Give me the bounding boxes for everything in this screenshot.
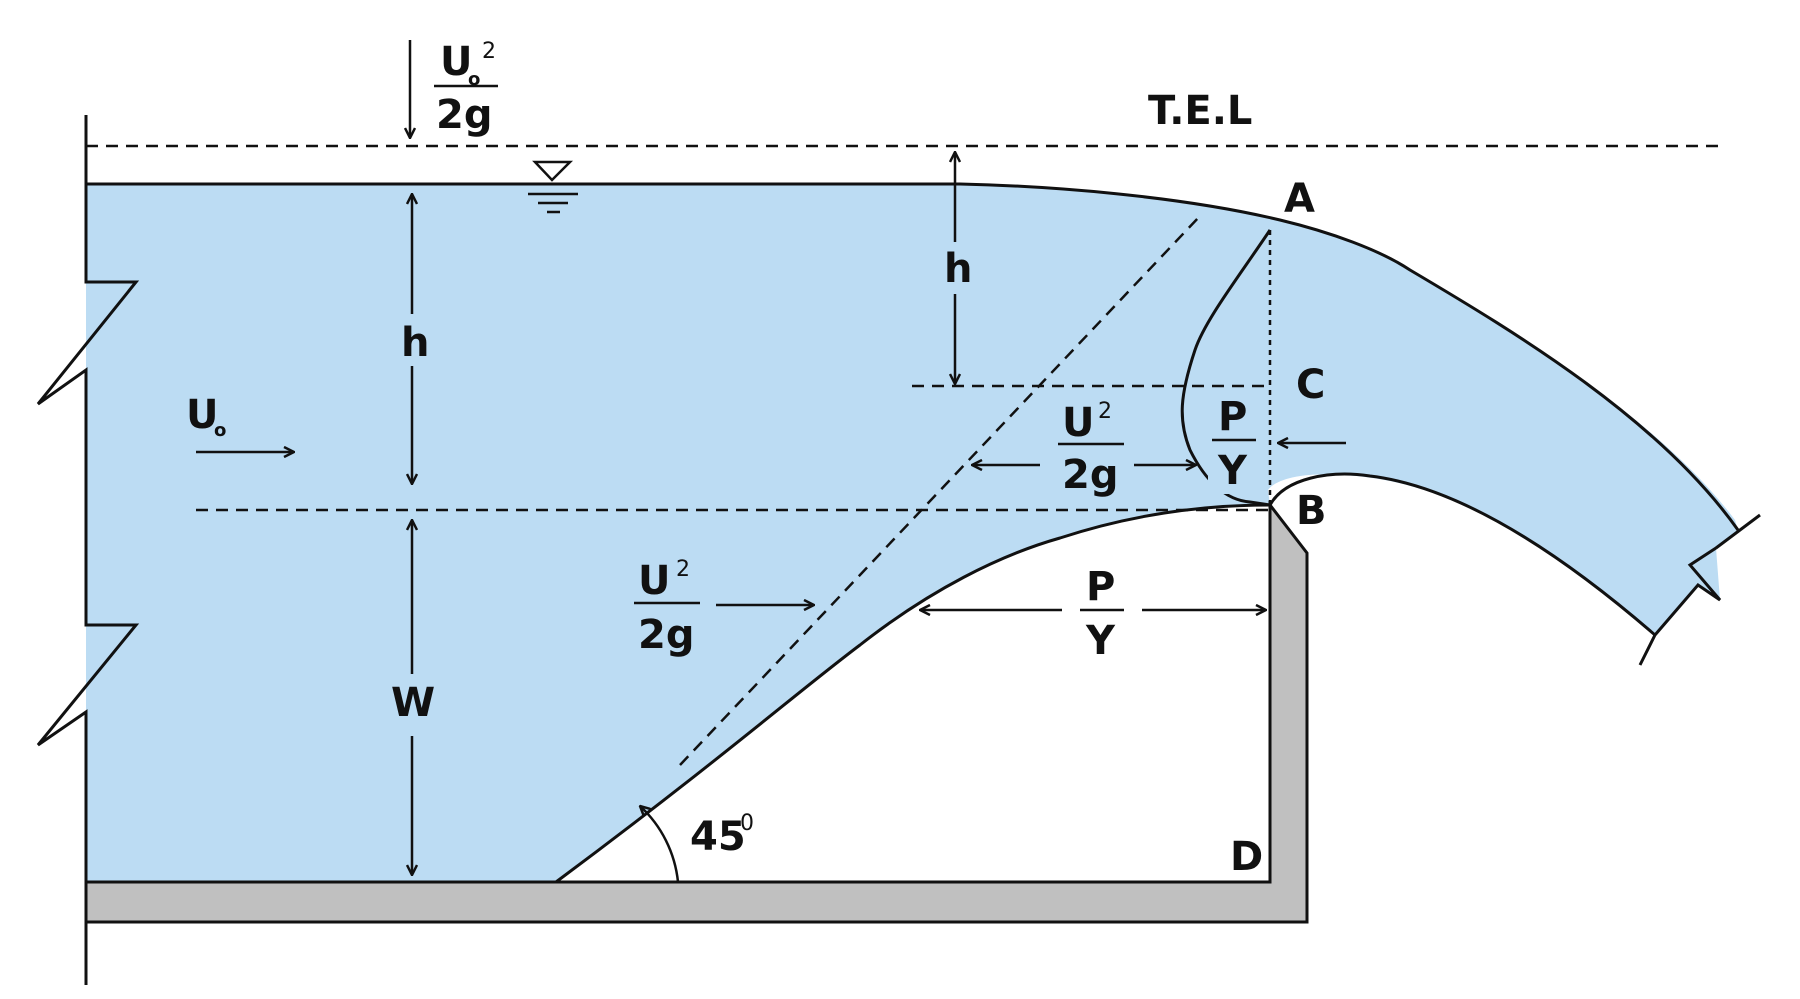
velocity-head-nappe-label: U 2 2g [1058,399,1124,498]
upper-nappe-tail-break [1638,513,1761,666]
velocity-head-top-label: U o 2 2g [434,39,498,138]
svg-text:2g: 2g [436,92,492,138]
pressure-head-nappe-label: P Y [1212,394,1256,494]
svg-text:2g: 2g [638,612,694,658]
svg-text:U: U [638,558,670,604]
svg-text:P: P [1218,394,1247,440]
point-d-label: D [1230,834,1263,880]
svg-text:2g: 2g [1062,452,1118,498]
approach-velocity-sub: o [214,420,226,441]
angle-arc [640,806,680,883]
svg-text:P: P [1086,564,1115,610]
svg-text:2: 2 [482,39,496,64]
point-c-label: C [1296,362,1325,408]
angle-label: 45 [690,814,746,860]
svg-text:2: 2 [1098,399,1112,424]
lower-nappe [1268,472,1656,637]
left-wall [36,115,140,985]
water-surface-symbol [528,160,578,214]
svg-text:U: U [440,39,472,85]
point-a-label: A [1284,176,1315,222]
point-b-label: B [1296,488,1327,534]
angle-degree: 0 [740,811,754,836]
svg-text:Y: Y [1217,448,1248,494]
svg-text:2: 2 [676,557,690,582]
svg-text:U: U [1062,400,1094,446]
approach-velocity-label: U [186,392,218,438]
upstream-water [86,184,1738,882]
head-right-label: h [944,246,972,292]
inclined-dashed-line [679,215,1201,766]
head-left-label: h [401,320,429,366]
velocity-head-lower-label: U 2 2g [634,557,700,658]
svg-text:Y: Y [1085,618,1116,664]
weir-height-label: W [391,680,435,726]
pressure-head-lower-label: P Y [1080,564,1124,664]
crest-profile [555,503,1271,884]
lower-nappe-region [556,505,1270,882]
energy-line-label: T.E.L [1148,88,1252,134]
water-surface [86,182,1740,531]
